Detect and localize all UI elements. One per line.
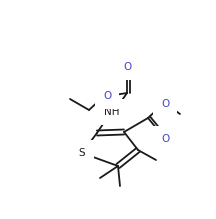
Text: O: O [161,134,169,144]
Text: O: O [124,62,132,72]
Text: O: O [103,91,111,101]
Text: O: O [161,99,169,109]
Text: S: S [79,148,85,158]
Text: NH: NH [104,107,120,117]
